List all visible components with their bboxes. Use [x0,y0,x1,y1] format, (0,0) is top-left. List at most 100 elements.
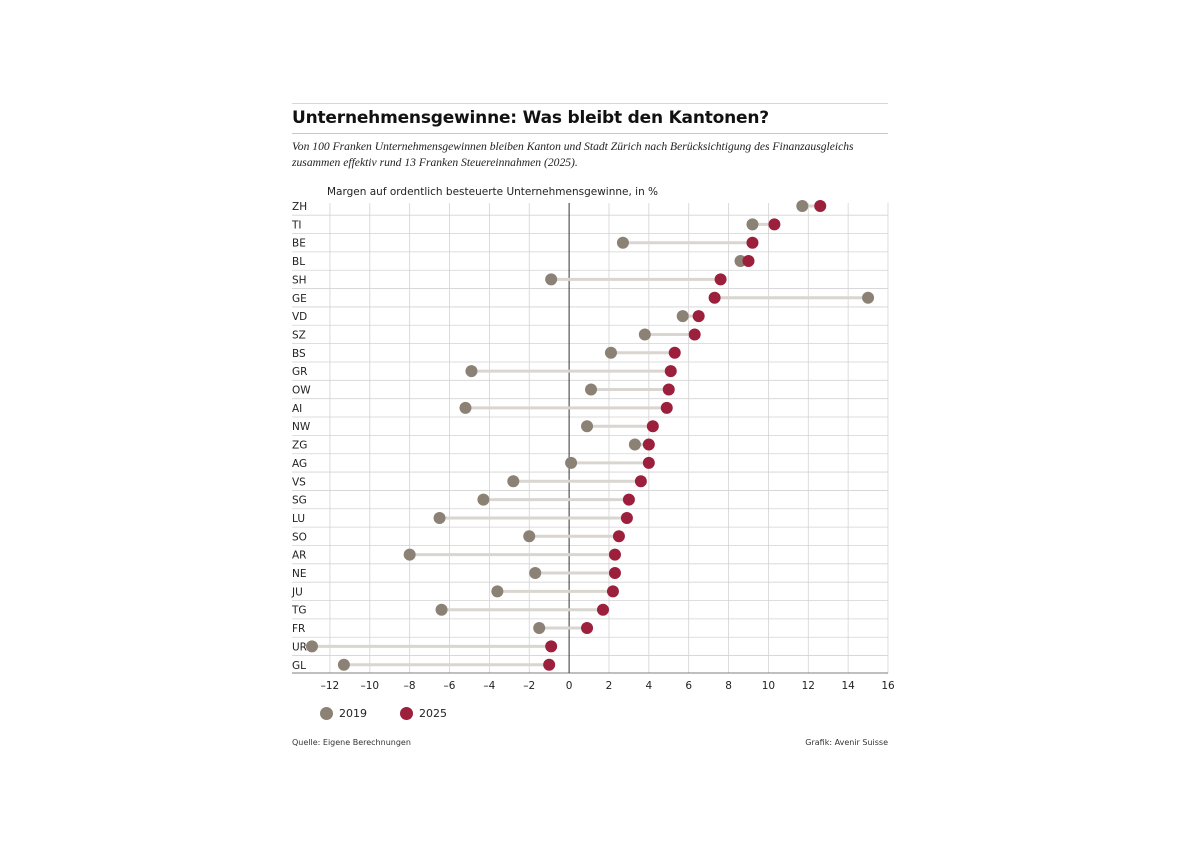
x-tick-label: 2 [606,680,613,692]
point-2019-vd [676,310,689,323]
category-label-tg: TG [291,605,307,617]
category-label-gr: GR [292,366,307,378]
data-points [305,200,875,671]
category-label-bl: BL [292,256,305,268]
x-tick-label: 12 [802,680,815,692]
point-2019-sg [477,493,490,506]
category-label-ne: NE [292,568,307,580]
category-label-ur: UR [292,641,307,653]
x-tick-label: 16 [881,680,895,692]
category-label-ti: TI [291,219,302,231]
x-tick-label: –8 [404,680,416,692]
category-label-so: SO [292,531,307,543]
category-label-ge: GE [292,293,307,305]
point-2019-gr [465,365,478,378]
legend-label-2025: 2025 [419,707,447,720]
point-2019-ai [459,401,472,414]
legend-swatch-2019 [320,707,333,720]
source-note: Quelle: Eigene Berechnungen [292,738,411,747]
point-2025-ti [768,218,781,231]
point-2025-ar [608,548,621,561]
point-2025-zh [814,200,827,212]
category-labels: ZH TI BE BL SH GE VD SZ BS GR OW AI NW ZG AG VS SG LU SO AR… [291,201,311,672]
category-label-bs: BS [292,348,306,360]
point-2025-gr [664,365,677,378]
x-tick-label: –10 [360,680,379,692]
point-2025-gl [543,658,556,671]
point-2019-tg [435,603,448,616]
point-2019-ju [491,585,504,598]
point-2019-sz [638,328,651,341]
point-2019-fr [533,622,546,635]
point-2025-sh [714,273,727,286]
point-2025-ne [608,567,621,579]
point-2025-lu [620,511,633,524]
legend-swatch-2025 [400,707,413,720]
title-rule [292,133,888,134]
category-label-zg: ZG [292,440,307,452]
point-2019-ne [529,567,542,579]
category-label-fr: FR [292,623,305,635]
category-label-sh: SH [292,274,307,286]
point-2019-sh [545,273,558,286]
point-2019-zh [796,200,809,212]
legend-label-2019: 2019 [339,707,367,720]
point-2025-nw [646,420,659,433]
x-tick-label: 4 [645,680,652,692]
point-2019-ag [565,456,578,469]
point-2019-zg [628,438,641,451]
point-2025-vs [634,475,647,488]
point-2019-nw [581,420,594,433]
category-label-zh: ZH [292,201,307,213]
point-2025-ur [545,640,558,653]
point-2025-sg [622,493,635,506]
point-2025-tg [596,603,609,616]
point-2019-bs [604,346,617,359]
point-2025-so [612,530,625,543]
category-label-vd: VD [292,311,307,323]
x-tick-label: –2 [523,680,535,692]
category-label-vs: VS [292,476,306,488]
category-label-ow: OW [292,385,311,397]
category-label-ju: JU [291,586,303,598]
point-2019-ge [862,291,875,304]
category-label-be: BE [292,238,306,250]
point-2025-sz [688,328,701,341]
category-label-nw: NW [292,421,311,433]
x-tick-label: –12 [321,680,340,692]
point-2025-ai [660,401,673,414]
grid-lines [292,203,889,674]
x-tick-label: 0 [566,680,573,692]
point-2025-bs [668,346,681,359]
category-label-sg: SG [292,495,307,507]
x-tick-label: 14 [841,680,855,692]
point-2019-be [616,236,629,249]
point-2025-ju [606,585,619,598]
point-2019-so [523,530,536,543]
category-label-sz: SZ [292,329,306,341]
connector-lines [311,204,869,667]
point-2019-gl [337,658,350,671]
x-tick-label: –4 [483,680,495,692]
chart-subtitle: Von 100 Franken Unternehmensgewinnen ble… [292,140,854,169]
point-2025-zg [642,438,655,451]
point-2019-lu [433,511,446,524]
category-label-lu: LU [292,513,305,525]
x-tick-label: 8 [725,680,732,692]
graphic-credit: Grafik: Avenir Suisse [805,738,888,747]
x-tick-labels: –12 –10 –8 –6 –4 –2 0 2 4 6 8 10 12 14 16 [321,680,895,692]
x-tick-label: –6 [444,680,456,692]
point-2025-bl [742,255,755,268]
point-2025-ow [662,383,675,396]
point-2025-ge [708,291,721,304]
point-2025-fr [581,622,594,635]
category-label-ag: AG [292,458,307,470]
x-tick-label: 6 [685,680,692,692]
point-2025-ag [642,456,655,469]
x-tick-label: 10 [762,680,775,692]
point-2025-be [746,236,759,249]
point-2019-ur [305,640,318,653]
category-label-ai: AI [292,403,302,415]
category-label-gl: GL [292,660,306,672]
point-2019-ar [403,548,416,561]
